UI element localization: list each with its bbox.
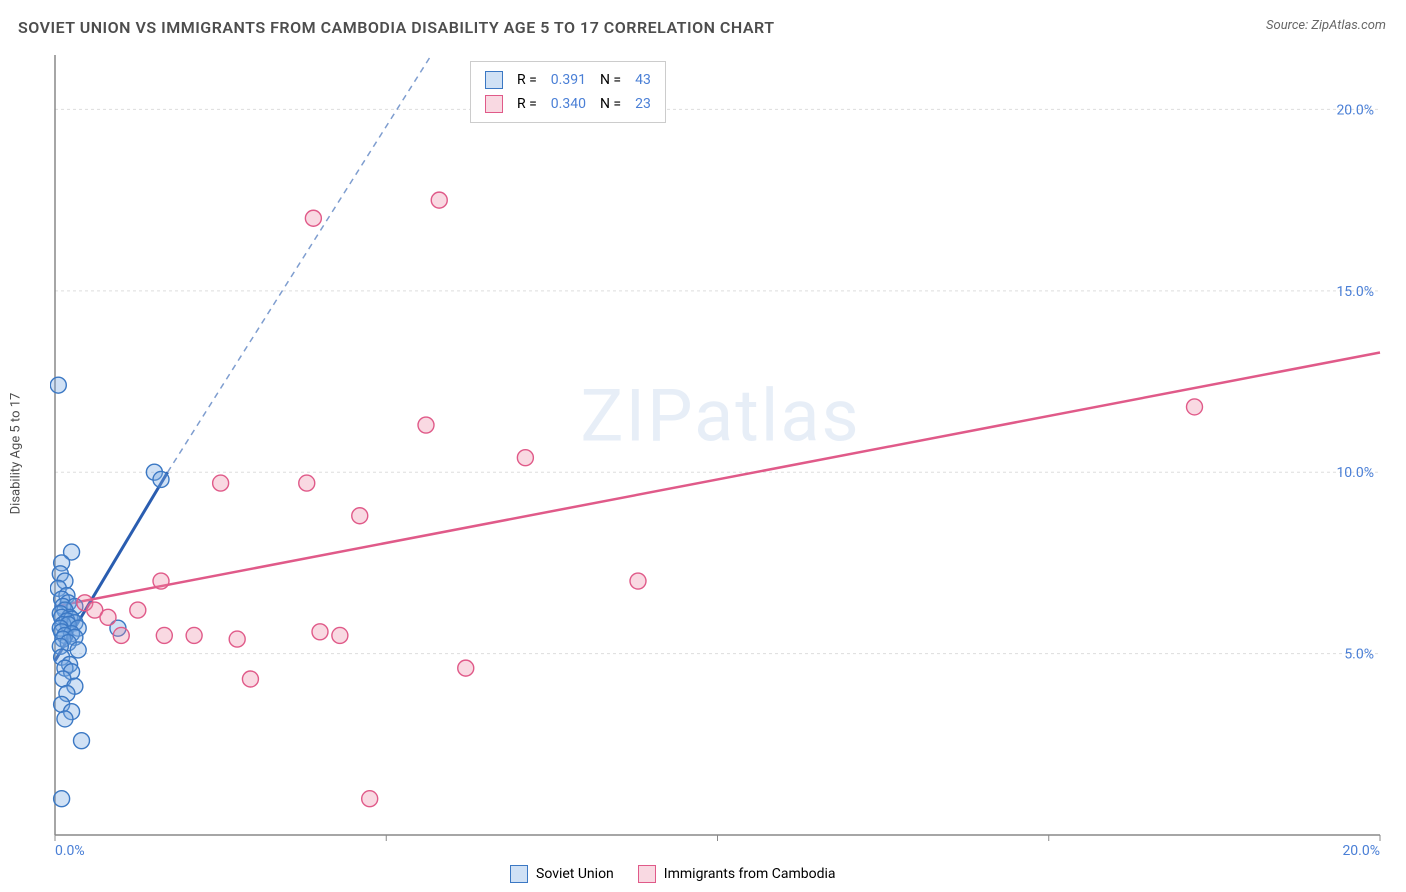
r-value-soviet: 0.391: [551, 72, 586, 88]
n-value-cambodia: 23: [635, 96, 651, 112]
svg-text:15.0%: 15.0%: [1336, 284, 1374, 300]
n-value-soviet: 43: [635, 72, 651, 88]
swatch-soviet: [510, 865, 528, 883]
legend-label-soviet: Soviet Union: [536, 866, 614, 882]
r-label: R =: [517, 72, 537, 88]
svg-text:5.0%: 5.0%: [1344, 647, 1374, 663]
svg-text:0.0%: 0.0%: [55, 843, 85, 857]
r-label: R =: [517, 96, 537, 112]
plot-svg: 5.0% 10.0% 15.0% 20.0% 0.0% 20.0%: [50, 55, 1391, 857]
chart-title: SOVIET UNION VS IMMIGRANTS FROM CAMBODIA…: [18, 18, 775, 37]
svg-text:20.0%: 20.0%: [1342, 843, 1380, 857]
series-legend: Soviet Union Immigrants from Cambodia: [510, 865, 836, 883]
n-label: N =: [600, 72, 621, 88]
source-label: Source: ZipAtlas.com: [1266, 18, 1386, 33]
swatch-cambodia: [485, 95, 503, 113]
r-value-cambodia: 0.340: [551, 96, 586, 112]
y-axis-label: Disability Age 5 to 17: [9, 393, 24, 515]
legend-label-cambodia: Immigrants from Cambodia: [664, 866, 836, 882]
svg-text:10.0%: 10.0%: [1336, 465, 1374, 481]
swatch-cambodia: [638, 865, 656, 883]
swatch-soviet: [485, 71, 503, 89]
correlation-legend: R = 0.391 N = 43 R = 0.340 N = 23: [470, 61, 666, 123]
n-label: N =: [600, 96, 621, 112]
svg-text:20.0%: 20.0%: [1336, 102, 1374, 118]
scatter-chart: 5.0%10.0%15.0%20.0%0.0%20.0% ZIPatlas R …: [50, 55, 1391, 857]
